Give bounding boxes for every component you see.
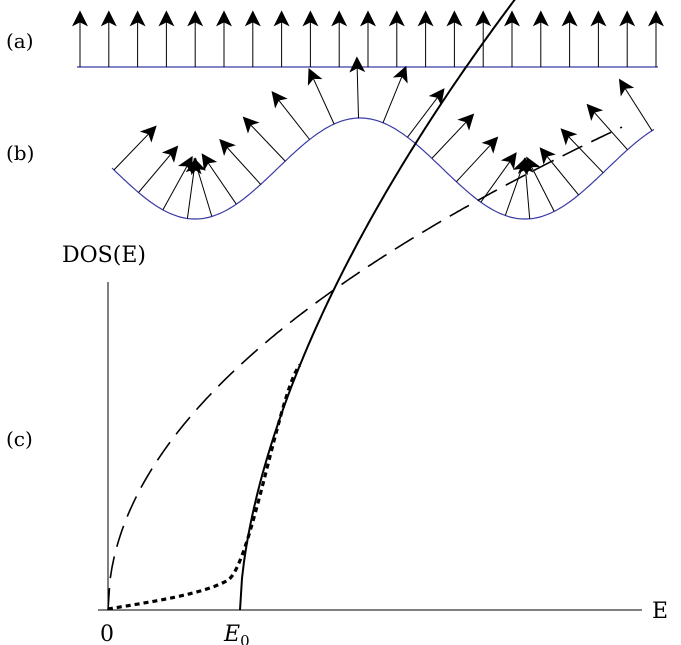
panel-b-arrow bbox=[504, 157, 528, 216]
panel-b-arrow bbox=[190, 157, 213, 217]
tick-label-e0-subscript: 0 bbox=[240, 632, 250, 645]
curve-solid bbox=[239, 0, 516, 611]
curve-short-dash bbox=[107, 363, 302, 611]
tick-label-e0: E0 bbox=[223, 622, 250, 645]
tick-label-zero: 0 bbox=[100, 622, 114, 645]
panel-b-arrow bbox=[138, 145, 179, 193]
panel-a-arrow-group bbox=[72, 10, 664, 67]
panel-b-label: (b) bbox=[6, 141, 34, 165]
panel-b-arrow bbox=[456, 136, 499, 183]
panel-c-density-of-states: (c) DOS(E) E 0 E0 bbox=[6, 0, 668, 645]
panel-b-arrow bbox=[219, 138, 262, 185]
panel-b-arrow bbox=[113, 125, 157, 171]
y-axis-label: DOS(E) bbox=[62, 243, 146, 268]
panel-b-arrow bbox=[560, 128, 604, 174]
panel-b-arrow bbox=[185, 157, 202, 219]
panel-b-arrow bbox=[517, 157, 534, 219]
panel-b-arrow bbox=[480, 152, 517, 203]
panel-a-uniform-spins: (a) bbox=[6, 10, 664, 68]
panel-b-sinusoidal-surface bbox=[111, 117, 655, 220]
panel-b-modulated-spins: (b) bbox=[6, 56, 655, 220]
panel-b-arrow bbox=[307, 67, 335, 125]
panel-b-arrow bbox=[407, 88, 445, 138]
panel-b-arrow bbox=[539, 147, 579, 196]
panel-b-arrow-group bbox=[113, 56, 653, 219]
x-axis-label: E bbox=[652, 599, 668, 624]
panel-c-label: (c) bbox=[6, 427, 33, 451]
panel-b-arrow bbox=[162, 155, 193, 211]
panel-b-arrow bbox=[526, 156, 555, 212]
panel-b-arrow bbox=[242, 116, 286, 162]
curve-long-dash bbox=[107, 126, 623, 611]
panel-b-arrow bbox=[382, 65, 408, 123]
tick-label-e0-main: E bbox=[223, 622, 240, 645]
panel-b-arrow bbox=[586, 103, 628, 151]
panel-b-arrow bbox=[201, 153, 237, 205]
panel-b-arrow bbox=[431, 113, 475, 159]
panel-b-arrow bbox=[271, 91, 310, 140]
panel-a-label: (a) bbox=[6, 29, 34, 53]
panel-b-arrow bbox=[618, 78, 653, 131]
panel-b-arrow bbox=[349, 56, 366, 119]
